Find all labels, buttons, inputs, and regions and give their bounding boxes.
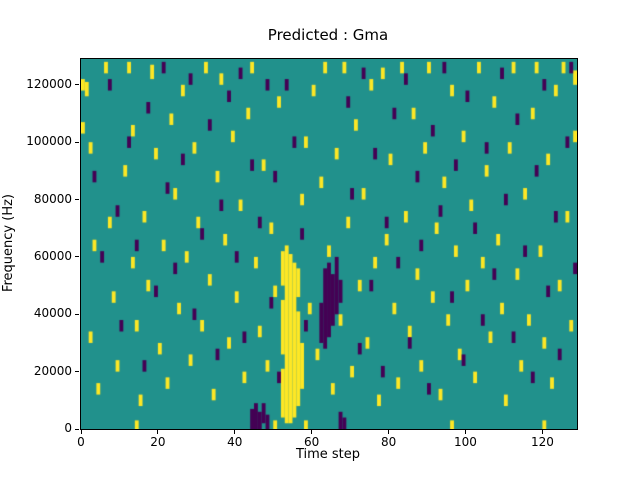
y-tick-label: 60000 (33, 248, 72, 263)
y-tick-mark (75, 428, 79, 430)
y-tick-label: 120000 (26, 76, 72, 91)
y-tick-mark (75, 313, 79, 315)
y-tick-mark (75, 371, 79, 373)
y-tick-mark (75, 256, 79, 258)
x-tick-label: 0 (77, 435, 85, 449)
y-tick-label: 40000 (33, 306, 72, 321)
x-tick-mark (157, 430, 159, 434)
y-tick-label: 0 (64, 421, 72, 435)
y-tick-mark (75, 199, 79, 201)
y-tick-mark (75, 84, 79, 86)
x-tick-mark (541, 430, 543, 434)
y-tick-label: 20000 (33, 363, 72, 378)
heatmap-canvas (81, 59, 577, 429)
y-axis-label: Frequency (Hz) (1, 193, 16, 293)
x-tick-label: 120 (530, 435, 554, 449)
plot-area (80, 58, 578, 430)
x-tick-label: 100 (454, 435, 477, 449)
x-tick-mark (311, 430, 313, 434)
x-tick-mark (464, 430, 466, 434)
x-tick-mark (80, 430, 82, 434)
x-axis-label: Time step (295, 447, 361, 462)
x-tick-label: 20 (150, 435, 166, 449)
x-tick-mark (234, 430, 236, 434)
x-tick-mark (388, 430, 390, 434)
x-tick-label: 60 (304, 435, 320, 449)
y-tick-label: 80000 (33, 191, 72, 206)
x-tick-label: 80 (380, 435, 397, 449)
x-tick-label: 40 (227, 435, 243, 449)
y-tick-label: 100000 (26, 134, 72, 149)
chart-title: Predicted : Gma (267, 26, 389, 44)
y-tick-mark (75, 141, 79, 143)
